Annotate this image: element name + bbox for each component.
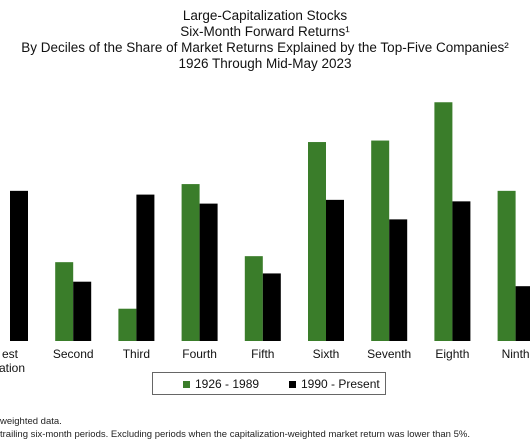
bar-early-5 bbox=[308, 142, 326, 341]
bar-early-4 bbox=[244, 256, 263, 341]
bar-early-2 bbox=[118, 308, 137, 341]
category-label-0: estration bbox=[0, 347, 25, 375]
legend-swatch-series-1 bbox=[183, 381, 190, 388]
legend-item-series-1: 1926 - 1989 bbox=[183, 377, 259, 391]
footnote-2: trailing six-month periods. Excluding pe… bbox=[0, 429, 470, 440]
title-line-1: Large-Capitalization Stocks bbox=[182, 8, 348, 23]
title-line-2: Six-Month Forward Returns¹ bbox=[180, 24, 350, 39]
bar-early-8 bbox=[497, 190, 516, 341]
bar-early-6 bbox=[371, 140, 390, 341]
bar-recent-6 bbox=[389, 219, 408, 341]
chart-title: Large-Capitalization Stocks Six-Month Fo… bbox=[0, 8, 530, 72]
category-label-8: Ninth bbox=[502, 347, 530, 361]
bar-recent-3 bbox=[199, 203, 218, 341]
category-label-3: Fourth bbox=[182, 347, 217, 361]
category-label-6: Seventh bbox=[367, 347, 411, 361]
bar-early-1 bbox=[55, 262, 74, 341]
bar-recent-8 bbox=[515, 286, 530, 341]
bar-recent-7 bbox=[452, 201, 471, 341]
bar-recent-4 bbox=[262, 273, 281, 341]
legend: 1926 - 1989 1990 - Present bbox=[152, 372, 386, 395]
category-label-7: Eighth bbox=[435, 347, 469, 361]
legend-swatch-series-2 bbox=[289, 381, 296, 388]
title-line-3: By Deciles of the Share of Market Return… bbox=[21, 40, 509, 55]
bar-recent-0 bbox=[10, 190, 28, 341]
bar-recent-1 bbox=[73, 281, 92, 341]
bar-early-3 bbox=[181, 184, 200, 341]
legend-label-series-1: 1926 - 1989 bbox=[195, 377, 260, 391]
title-line-4: 1926 Through Mid-May 2023 bbox=[178, 56, 352, 71]
category-label-2: Third bbox=[123, 347, 150, 361]
legend-label-series-2: 1990 - Present bbox=[301, 377, 380, 391]
legend-item-series-2: 1990 - Present bbox=[289, 377, 380, 391]
bar-recent-5 bbox=[326, 199, 344, 341]
category-label-4: Fifth bbox=[251, 347, 274, 361]
category-label-1: Second bbox=[53, 347, 94, 361]
bar-recent-2 bbox=[136, 194, 155, 341]
category-label-5: Sixth bbox=[313, 347, 340, 361]
footnote-1: weighted data. bbox=[0, 416, 62, 427]
bar-early-7 bbox=[434, 102, 453, 341]
